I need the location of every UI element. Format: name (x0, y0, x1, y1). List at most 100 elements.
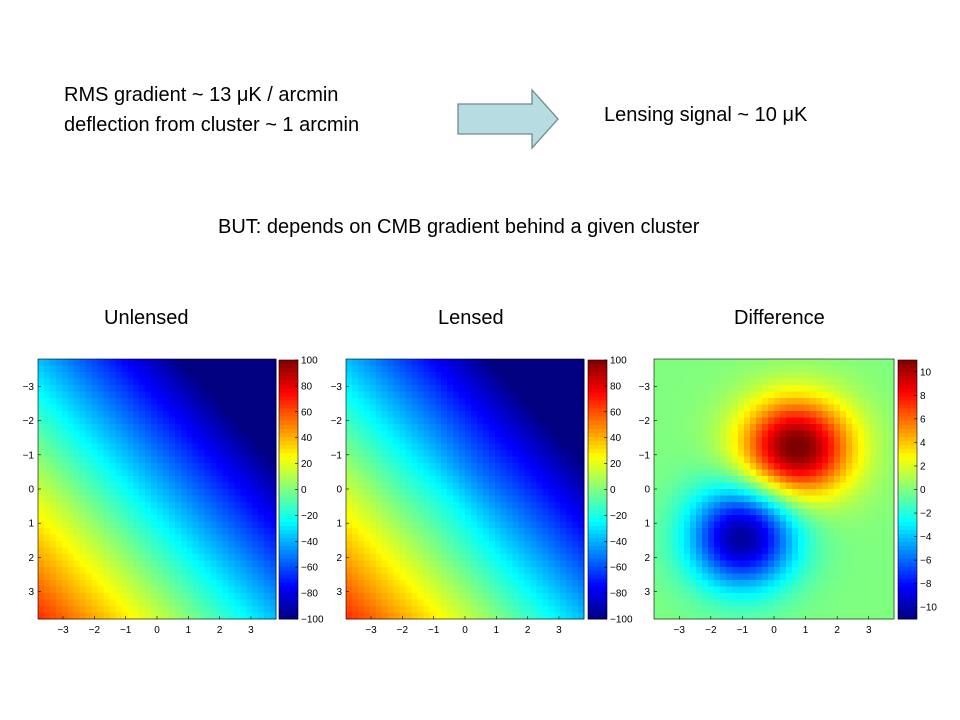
heatmap-cell (816, 365, 823, 373)
heatmap-cell (381, 404, 389, 412)
heatmap-cell (97, 593, 105, 601)
heatmap-cell (121, 528, 128, 536)
heatmap-cell (744, 534, 751, 542)
heatmap-cell (858, 378, 865, 386)
heatmap-cell (536, 476, 543, 484)
heatmap-cell (654, 599, 661, 607)
colorbar-step (279, 489, 298, 495)
heatmap-cell (270, 385, 277, 393)
heatmap-cell (756, 554, 763, 562)
heatmap-cell (666, 593, 673, 601)
heatmap-cell (435, 365, 442, 373)
heatmap-cell (756, 411, 763, 419)
heatmap-cell (732, 528, 739, 536)
heatmap-cell (548, 547, 555, 555)
heatmap-cell (145, 567, 152, 575)
heatmap-cell (494, 359, 502, 367)
heatmap-cell (139, 469, 146, 477)
heatmap-cell (441, 573, 448, 581)
heatmap-cell (162, 502, 170, 510)
heatmap-cell (672, 580, 679, 588)
heatmap-cell (810, 424, 817, 432)
heatmap-cell (852, 482, 859, 490)
heatmap-cell (61, 365, 69, 373)
x-tick-label: 2 (217, 625, 223, 636)
heatmap-cell (411, 437, 418, 445)
heatmap-cell (103, 495, 110, 503)
heatmap-cell (115, 482, 122, 490)
heatmap-cell (542, 489, 549, 497)
heatmap-cell (500, 482, 508, 490)
heatmap-cell (666, 476, 673, 484)
heatmap-cell (270, 560, 277, 568)
heatmap-cell (678, 573, 685, 581)
heatmap-cell (61, 560, 69, 568)
colorbar-step (588, 481, 607, 487)
heatmap-cell (61, 378, 69, 386)
heatmap-cell (792, 398, 799, 406)
heatmap-cell (55, 580, 63, 588)
heatmap-cell (192, 554, 200, 562)
heatmap-cell (542, 612, 549, 620)
heatmap-cell (512, 502, 520, 510)
heatmap-cell (804, 378, 811, 386)
heatmap-cell (756, 437, 763, 445)
heatmap-cell (157, 547, 164, 555)
heatmap-cell (240, 443, 247, 451)
heatmap-cell (145, 580, 152, 588)
heatmap-cell (816, 534, 823, 542)
heatmap-cell (453, 580, 460, 588)
heatmap-cell (186, 489, 194, 497)
heatmap-cell (387, 404, 395, 412)
heatmap-cell (470, 398, 478, 406)
heatmap-cell (684, 450, 691, 458)
heatmap-cell (834, 489, 841, 497)
heatmap-cell (43, 463, 51, 471)
heatmap-cell (121, 398, 128, 406)
heatmap-cell (506, 359, 514, 367)
heatmap-cell (738, 437, 745, 445)
heatmap-cell (258, 541, 265, 549)
heatmap-cell (732, 437, 739, 445)
heatmap-cell (666, 378, 673, 386)
heatmap-cell (798, 359, 805, 367)
heatmap-cell (109, 567, 116, 575)
heatmap-cell (846, 515, 853, 523)
heatmap-cell (530, 469, 537, 477)
heatmap-cell (774, 372, 781, 380)
heatmap-cell (726, 482, 733, 490)
colorbar-step (588, 538, 607, 543)
heatmap-cell (654, 534, 661, 542)
heatmap-cell (162, 593, 170, 601)
heatmap-cell (702, 580, 709, 588)
heatmap-cell (864, 554, 871, 562)
heatmap-cell (840, 606, 847, 614)
heatmap-cell (240, 476, 247, 484)
lensing-signal-text: Lensing signal ~ 10 μK (604, 104, 808, 126)
heatmap-cell (798, 580, 805, 588)
heatmap-cell (654, 450, 661, 458)
heatmap-cell (109, 411, 116, 419)
heatmap-cell (768, 515, 775, 523)
heatmap-cell (572, 437, 579, 445)
heatmap-cell (846, 554, 853, 562)
heatmap-cell (258, 554, 265, 562)
heatmap-cell (157, 359, 164, 367)
heatmap-cell (798, 567, 805, 575)
heatmap-cell (864, 580, 871, 588)
heatmap-cell (346, 359, 353, 367)
colorbar-step (588, 412, 607, 418)
heatmap-cell (768, 560, 775, 568)
heatmap-cell (375, 554, 383, 562)
heatmap-cell (55, 404, 63, 412)
heatmap-cell (566, 450, 573, 458)
colorbar-step (279, 525, 298, 531)
heatmap-cell (423, 417, 430, 425)
heatmap-cell (417, 547, 424, 555)
heatmap-cell (846, 541, 853, 549)
heatmap-cell (363, 411, 371, 419)
heatmap-cell (459, 437, 466, 445)
heatmap-cell (38, 547, 45, 555)
heatmap-cell (43, 450, 51, 458)
heatmap-cell (858, 476, 865, 484)
